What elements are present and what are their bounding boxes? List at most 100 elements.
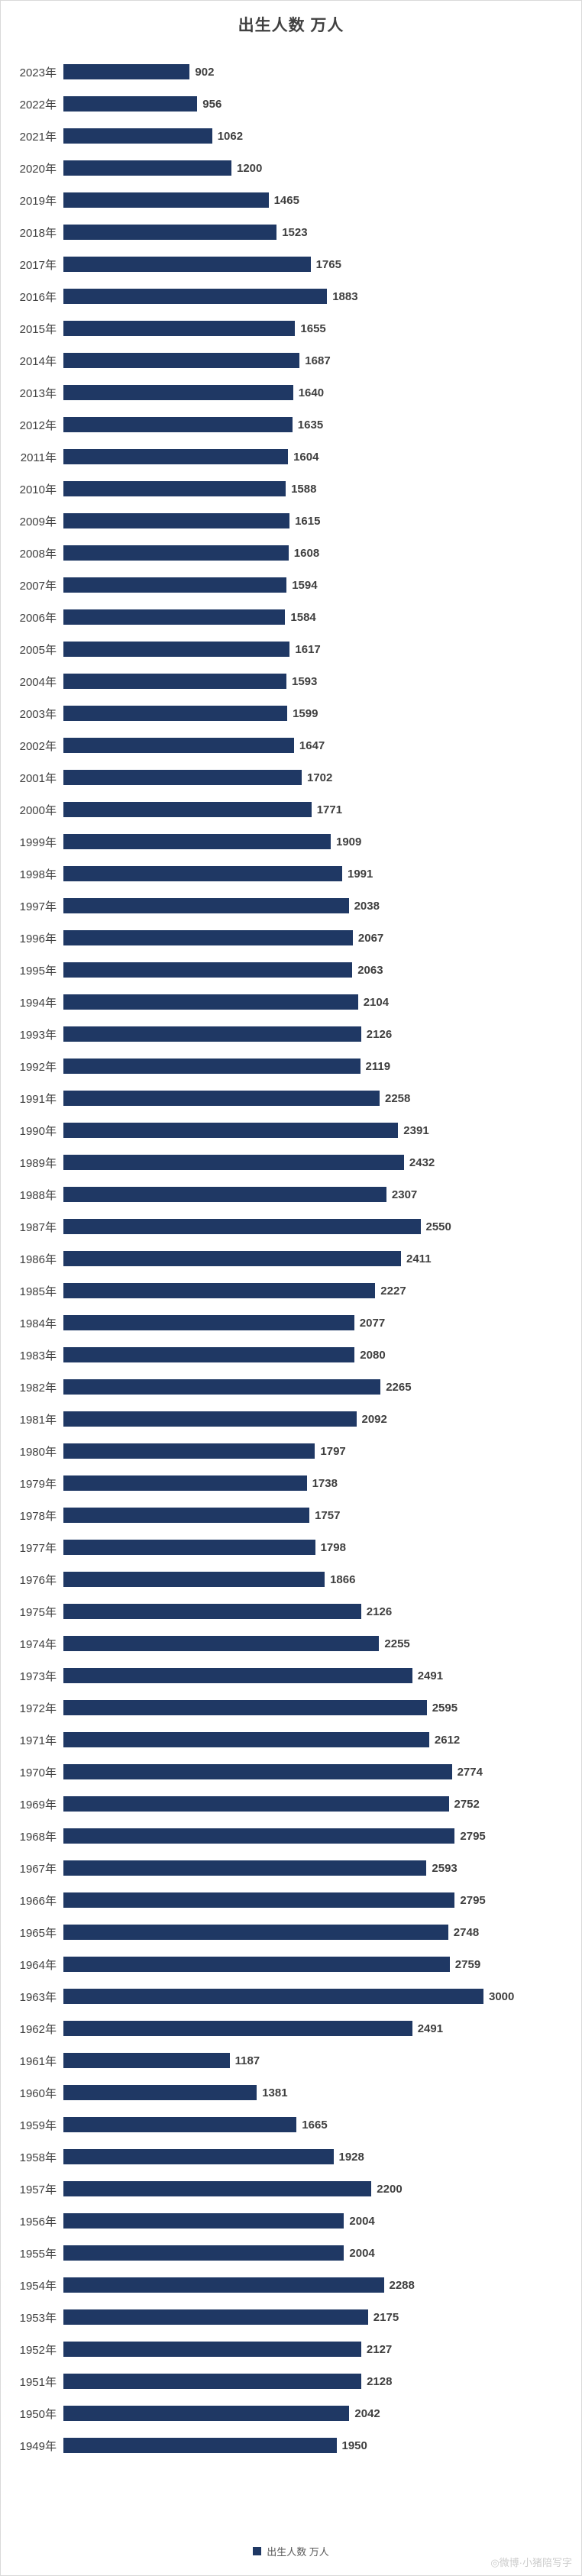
chart-row: 1965年 2748 — [7, 1916, 575, 1948]
year-label: 2023年 — [19, 66, 57, 79]
value-label: 3000 — [489, 1989, 515, 2003]
bar — [63, 2181, 372, 2196]
bar — [63, 1636, 380, 1651]
chart-row: 1994年 2104 — [7, 986, 575, 1018]
year-label: 1990年 — [19, 1124, 57, 1138]
value-label: 1797 — [320, 1444, 346, 1458]
year-label: 1996年 — [19, 932, 57, 945]
bar — [63, 96, 198, 112]
chart-row: 1968年 2795 — [7, 1820, 575, 1852]
year-label: 1958年 — [19, 2151, 57, 2164]
value-label: 1588 — [291, 482, 317, 496]
bar — [63, 1347, 355, 1362]
value-label: 1584 — [290, 610, 316, 624]
year-label: 2012年 — [19, 419, 57, 432]
bar — [63, 1925, 448, 1940]
value-label: 2752 — [454, 1797, 480, 1811]
bar — [63, 1379, 381, 1395]
chart-row: 2004年 1593 — [7, 665, 575, 697]
chart-row: 1986年 2411 — [7, 1243, 575, 1275]
bar — [63, 2245, 344, 2261]
chart-row: 1950年 2042 — [7, 2397, 575, 2429]
value-label: 1757 — [315, 1508, 341, 1522]
chart-row: 2003年 1599 — [7, 697, 575, 729]
year-label: 1998年 — [19, 868, 57, 881]
chart-row: 1975年 2126 — [7, 1595, 575, 1627]
bar — [63, 1604, 361, 1619]
bar — [63, 289, 328, 304]
value-label: 2092 — [361, 1412, 387, 1426]
value-label: 2759 — [454, 1957, 481, 1971]
bar — [63, 1443, 315, 1459]
bar — [63, 898, 349, 913]
chart-row: 2005年 1617 — [7, 633, 575, 665]
value-label: 2126 — [366, 1027, 393, 1041]
year-label: 2005年 — [19, 643, 57, 657]
chart-row: 1998年 1991 — [7, 858, 575, 890]
value-label: 2411 — [406, 1252, 432, 1265]
chart-row: 2019年 1465 — [7, 184, 575, 216]
bar — [63, 706, 288, 721]
year-label: 1961年 — [19, 2054, 57, 2068]
year-label: 1963年 — [19, 1990, 57, 2004]
bar — [63, 1123, 399, 1138]
value-label: 1593 — [292, 674, 318, 688]
chart-row: 2023年 902 — [7, 56, 575, 88]
value-label: 1615 — [295, 514, 321, 528]
chart-row: 2016年 1883 — [7, 280, 575, 312]
value-label: 1738 — [312, 1476, 338, 1490]
year-label: 1956年 — [19, 2215, 57, 2229]
chart-row: 1961年 1187 — [7, 2044, 575, 2077]
bar — [63, 802, 312, 817]
bar — [63, 1957, 450, 1972]
chart-row: 2008年 1608 — [7, 537, 575, 569]
chart-row: 1985年 2227 — [7, 1275, 575, 1307]
value-label: 2104 — [363, 995, 390, 1009]
year-label: 1989年 — [19, 1156, 57, 1170]
year-label: 1970年 — [19, 1766, 57, 1779]
year-label: 1962年 — [19, 2022, 57, 2036]
bar — [63, 866, 342, 881]
bar — [63, 1475, 307, 1491]
year-label: 1968年 — [19, 1830, 57, 1844]
year-label: 2013年 — [19, 386, 57, 400]
bar — [63, 481, 286, 496]
value-label: 2795 — [460, 1893, 486, 1907]
value-label: 1655 — [300, 322, 326, 335]
legend: 出生人数 万人 — [1, 2544, 581, 2558]
year-label: 1957年 — [19, 2183, 57, 2196]
bar — [63, 385, 293, 400]
year-label: 2018年 — [19, 226, 57, 240]
chart-row: 1997年 2038 — [7, 890, 575, 922]
year-label: 2004年 — [19, 675, 57, 689]
value-label: 1950 — [341, 2439, 367, 2452]
year-label: 2014年 — [19, 354, 57, 368]
value-label: 1381 — [262, 2086, 288, 2099]
value-label: 2432 — [409, 1155, 435, 1169]
value-label: 2550 — [425, 1220, 451, 1233]
value-label: 1599 — [293, 706, 318, 720]
chart-row: 2018年 1523 — [7, 216, 575, 248]
bar — [63, 1572, 325, 1587]
legend-label: 出生人数 万人 — [267, 2546, 329, 2558]
bar — [63, 1283, 376, 1298]
legend-swatch-icon — [253, 2547, 262, 2555]
chart-row: 1956年 2004 — [7, 2205, 575, 2237]
year-label: 2017年 — [19, 258, 57, 272]
value-label: 2004 — [349, 2246, 375, 2260]
bar — [63, 2406, 350, 2421]
value-label: 902 — [195, 65, 215, 79]
year-label: 1978年 — [19, 1509, 57, 1523]
year-label: 1959年 — [19, 2119, 57, 2132]
year-label: 2021年 — [19, 130, 57, 144]
bar — [63, 2213, 344, 2229]
bar — [63, 1796, 449, 1812]
value-label: 2255 — [384, 1637, 410, 1650]
value-label: 1187 — [234, 2054, 260, 2067]
value-label: 1200 — [237, 161, 263, 175]
value-label: 2063 — [357, 963, 383, 977]
value-label: 1798 — [320, 1540, 346, 1554]
chart-rows: 2023年 902 2022年 956 2021年 1062 2020年 1200 2019年 1… — [7, 56, 575, 2461]
chart-row: 1958年 1928 — [7, 2141, 575, 2173]
